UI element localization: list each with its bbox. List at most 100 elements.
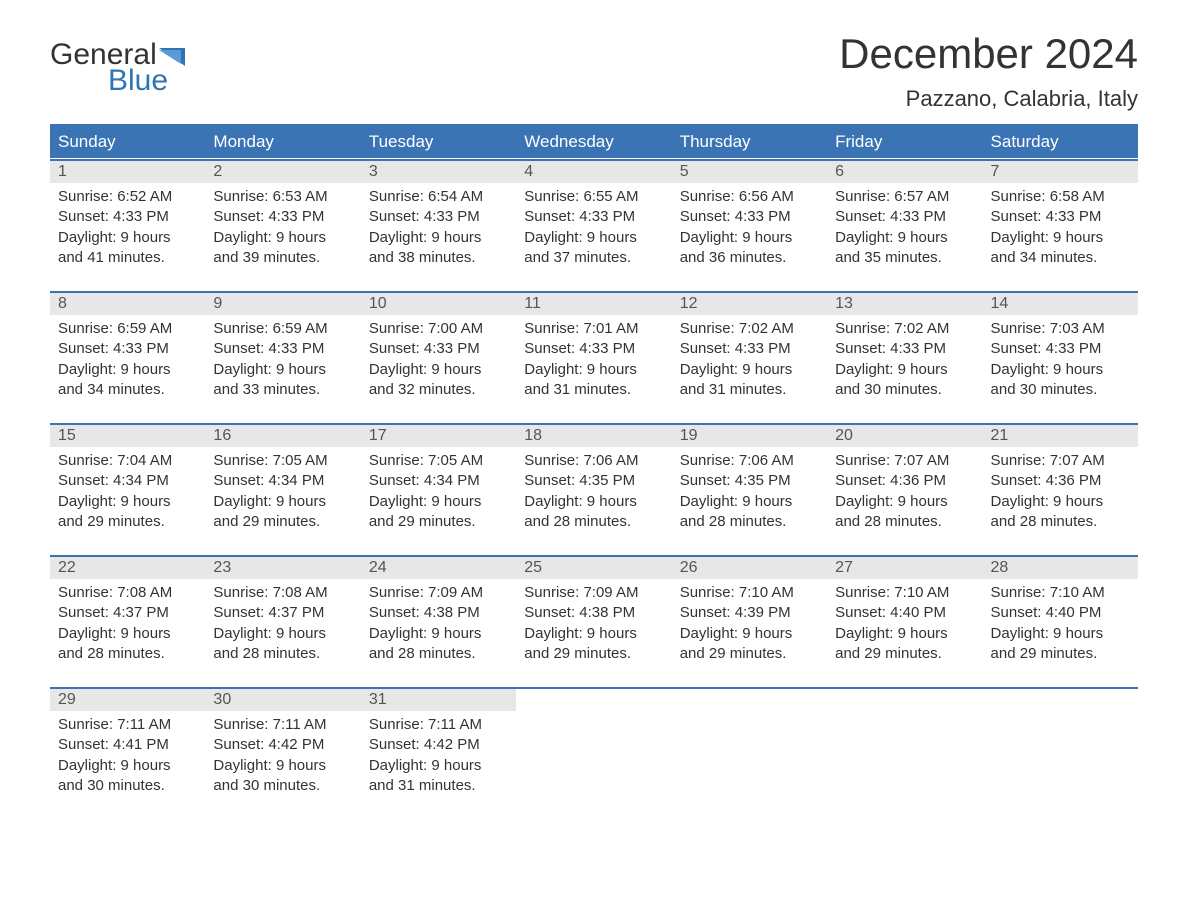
day-sunset: Sunset: 4:33 PM: [680, 339, 819, 359]
day-d2: and 30 minutes.: [213, 776, 352, 796]
day-sunset: Sunset: 4:40 PM: [835, 603, 974, 623]
location-label: Pazzano, Calabria, Italy: [839, 86, 1138, 112]
day-d2: and 30 minutes.: [835, 380, 974, 400]
week-row: 22Sunrise: 7:08 AMSunset: 4:37 PMDayligh…: [50, 555, 1138, 686]
day-sunset: Sunset: 4:33 PM: [369, 339, 508, 359]
day-d2: and 30 minutes.: [991, 380, 1130, 400]
day-d1: Daylight: 9 hours: [835, 360, 974, 380]
day-sunset: Sunset: 4:33 PM: [835, 207, 974, 227]
day-number: 3: [361, 161, 516, 183]
day-d2: and 31 minutes.: [680, 380, 819, 400]
day-cell: 11Sunrise: 7:01 AMSunset: 4:33 PMDayligh…: [516, 293, 671, 422]
day-d1: Daylight: 9 hours: [524, 360, 663, 380]
day-number: 6: [827, 161, 982, 183]
day-sunrise: Sunrise: 7:01 AM: [524, 319, 663, 339]
day-d2: and 33 minutes.: [213, 380, 352, 400]
day-sunrise: Sunrise: 7:00 AM: [369, 319, 508, 339]
day-sunset: Sunset: 4:33 PM: [991, 339, 1130, 359]
brand-word2: Blue: [50, 66, 185, 96]
day-cell: 22Sunrise: 7:08 AMSunset: 4:37 PMDayligh…: [50, 557, 205, 686]
day-number: 16: [205, 425, 360, 447]
dow-cell: Monday: [205, 126, 360, 158]
day-sunset: Sunset: 4:33 PM: [524, 207, 663, 227]
day-cell: 25Sunrise: 7:09 AMSunset: 4:38 PMDayligh…: [516, 557, 671, 686]
day-sunset: Sunset: 4:37 PM: [58, 603, 197, 623]
dow-cell: Wednesday: [516, 126, 671, 158]
day-sunrise: Sunrise: 6:56 AM: [680, 187, 819, 207]
day-number: 21: [983, 425, 1138, 447]
day-sunrise: Sunrise: 6:59 AM: [213, 319, 352, 339]
day-number: 22: [50, 557, 205, 579]
day-sunset: Sunset: 4:34 PM: [213, 471, 352, 491]
day-sunrise: Sunrise: 7:09 AM: [369, 583, 508, 603]
day-sunrise: Sunrise: 7:06 AM: [680, 451, 819, 471]
day-sunrise: Sunrise: 6:58 AM: [991, 187, 1130, 207]
day-number: 29: [50, 689, 205, 711]
day-d1: Daylight: 9 hours: [991, 492, 1130, 512]
day-sunrise: Sunrise: 7:07 AM: [835, 451, 974, 471]
day-d2: and 28 minutes.: [369, 644, 508, 664]
day-sunset: Sunset: 4:34 PM: [369, 471, 508, 491]
day-d1: Daylight: 9 hours: [213, 624, 352, 644]
day-sunrise: Sunrise: 7:10 AM: [680, 583, 819, 603]
day-number: 19: [672, 425, 827, 447]
day-d2: and 29 minutes.: [213, 512, 352, 532]
day-d2: and 28 minutes.: [58, 644, 197, 664]
day-d1: Daylight: 9 hours: [213, 228, 352, 248]
day-cell: 16Sunrise: 7:05 AMSunset: 4:34 PMDayligh…: [205, 425, 360, 554]
day-number: 30: [205, 689, 360, 711]
day-d1: Daylight: 9 hours: [213, 756, 352, 776]
day-number: 31: [361, 689, 516, 711]
day-d2: and 28 minutes.: [991, 512, 1130, 532]
day-sunset: Sunset: 4:42 PM: [213, 735, 352, 755]
day-number: 26: [672, 557, 827, 579]
day-cell: 30Sunrise: 7:11 AMSunset: 4:42 PMDayligh…: [205, 689, 360, 818]
day-d1: Daylight: 9 hours: [58, 492, 197, 512]
day-cell: 9Sunrise: 6:59 AMSunset: 4:33 PMDaylight…: [205, 293, 360, 422]
day-number: 10: [361, 293, 516, 315]
day-d1: Daylight: 9 hours: [369, 228, 508, 248]
day-number: 24: [361, 557, 516, 579]
day-d2: and 41 minutes.: [58, 248, 197, 268]
week-row: 8Sunrise: 6:59 AMSunset: 4:33 PMDaylight…: [50, 291, 1138, 422]
day-d1: Daylight: 9 hours: [680, 228, 819, 248]
day-d2: and 36 minutes.: [680, 248, 819, 268]
day-number: 17: [361, 425, 516, 447]
day-number: 25: [516, 557, 671, 579]
day-cell: 26Sunrise: 7:10 AMSunset: 4:39 PMDayligh…: [672, 557, 827, 686]
day-cell: 19Sunrise: 7:06 AMSunset: 4:35 PMDayligh…: [672, 425, 827, 554]
day-sunset: Sunset: 4:35 PM: [524, 471, 663, 491]
day-cell: 14Sunrise: 7:03 AMSunset: 4:33 PMDayligh…: [983, 293, 1138, 422]
day-sunrise: Sunrise: 6:52 AM: [58, 187, 197, 207]
days-of-week-row: SundayMondayTuesdayWednesdayThursdayFrid…: [50, 124, 1138, 158]
day-d2: and 30 minutes.: [58, 776, 197, 796]
day-cell: 28Sunrise: 7:10 AMSunset: 4:40 PMDayligh…: [983, 557, 1138, 686]
day-sunrise: Sunrise: 7:07 AM: [991, 451, 1130, 471]
day-number: 1: [50, 161, 205, 183]
day-sunrise: Sunrise: 7:02 AM: [835, 319, 974, 339]
day-d1: Daylight: 9 hours: [369, 756, 508, 776]
day-cell: 29Sunrise: 7:11 AMSunset: 4:41 PMDayligh…: [50, 689, 205, 818]
day-number: 12: [672, 293, 827, 315]
flag-icon: [159, 48, 185, 66]
day-sunrise: Sunrise: 7:04 AM: [58, 451, 197, 471]
day-d1: Daylight: 9 hours: [835, 624, 974, 644]
day-sunset: Sunset: 4:40 PM: [991, 603, 1130, 623]
day-sunset: Sunset: 4:33 PM: [680, 207, 819, 227]
day-cell: 8Sunrise: 6:59 AMSunset: 4:33 PMDaylight…: [50, 293, 205, 422]
day-d2: and 28 minutes.: [524, 512, 663, 532]
day-sunset: Sunset: 4:33 PM: [991, 207, 1130, 227]
day-cell: 4Sunrise: 6:55 AMSunset: 4:33 PMDaylight…: [516, 161, 671, 290]
day-number: 5: [672, 161, 827, 183]
day-sunrise: Sunrise: 7:10 AM: [991, 583, 1130, 603]
day-d1: Daylight: 9 hours: [524, 624, 663, 644]
day-sunrise: Sunrise: 7:11 AM: [58, 715, 197, 735]
day-number: 23: [205, 557, 360, 579]
day-d2: and 29 minutes.: [524, 644, 663, 664]
day-sunrise: Sunrise: 6:59 AM: [58, 319, 197, 339]
dow-cell: Friday: [827, 126, 982, 158]
day-cell: 15Sunrise: 7:04 AMSunset: 4:34 PMDayligh…: [50, 425, 205, 554]
header: General Blue December 2024 Pazzano, Cala…: [50, 30, 1138, 112]
day-cell: [983, 689, 1138, 818]
day-d2: and 28 minutes.: [213, 644, 352, 664]
